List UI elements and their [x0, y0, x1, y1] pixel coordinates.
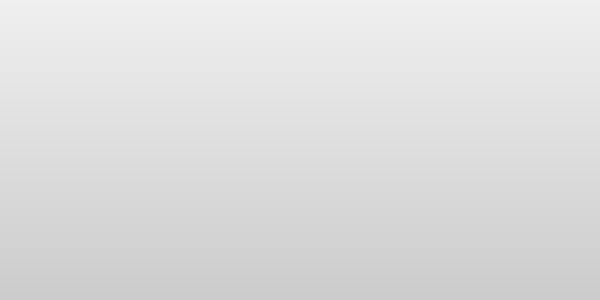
Bar — [476, 87, 496, 265]
Text: 6.8: 6.8 — [550, 49, 565, 58]
Bar — [262, 119, 281, 265]
Bar — [226, 124, 245, 265]
Text: 4.31: 4.31 — [154, 124, 174, 133]
Bar — [83, 157, 103, 265]
Bar — [297, 114, 317, 265]
Bar — [333, 109, 353, 265]
Bar — [119, 141, 138, 265]
Bar — [369, 104, 388, 265]
Text: 4.13: 4.13 — [118, 129, 139, 138]
Y-axis label: Market Value in USD Billion: Market Value in USD Billion — [7, 77, 17, 218]
Bar — [154, 135, 174, 265]
Bar — [190, 130, 210, 265]
Bar — [512, 79, 532, 265]
Bar — [47, 166, 67, 265]
Bar — [547, 60, 567, 265]
Bar — [404, 99, 424, 265]
Bar — [440, 93, 460, 265]
Title: Benign Prostatic Hyperplasia Treatment Devices Market: Benign Prostatic Hyperplasia Treatment D… — [103, 7, 511, 22]
